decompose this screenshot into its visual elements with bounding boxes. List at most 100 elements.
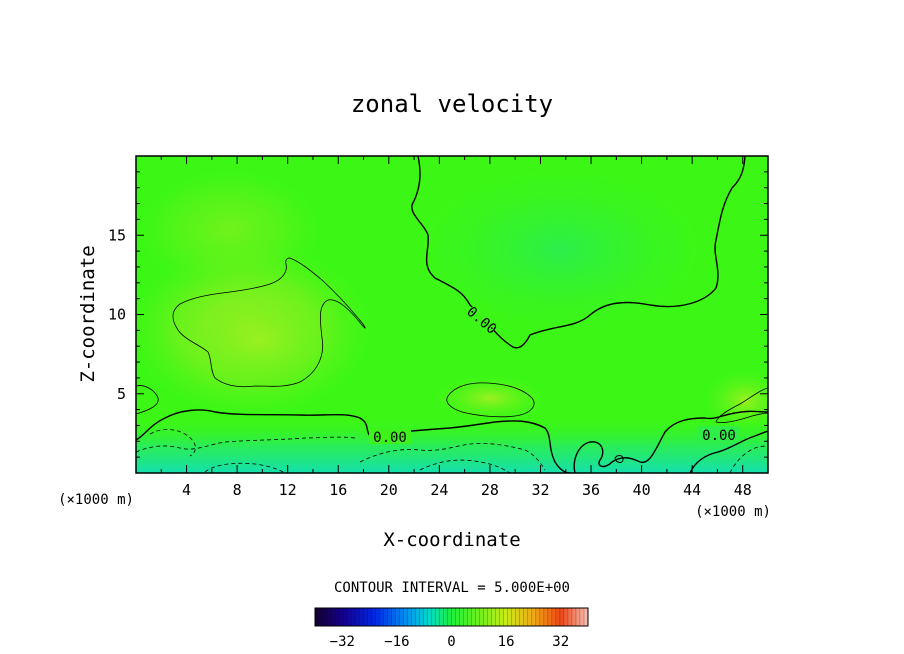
colorbar-cell [531, 608, 537, 626]
contour-negative-1 [136, 436, 356, 453]
contour-interval-text: CONTOUR INTERVAL = 5.000E+00 [334, 580, 570, 596]
colorbar-cell [339, 608, 344, 626]
x-tick-label: 28 [481, 481, 499, 499]
y-tick-label: 5 [117, 385, 126, 403]
colorbar-cell [363, 608, 368, 626]
colorbar-cell [467, 608, 472, 626]
contour-positive-mid [446, 382, 535, 418]
chart-title: zonal velocity [351, 90, 553, 118]
x-tick-label: 40 [633, 481, 651, 499]
colorbar-cell [487, 608, 493, 626]
contour-left-edge [136, 385, 159, 415]
zero-contour-upper [411, 156, 746, 349]
warm-region-right [705, 370, 768, 430]
contour-negative-6 [419, 459, 511, 473]
colorbar-cell [571, 608, 577, 626]
plot-area [136, 156, 768, 473]
cool-region-top [420, 170, 700, 330]
colorbar-cell [383, 608, 388, 626]
warm-region-left-core [200, 300, 320, 380]
contour-negative-4 [204, 462, 286, 473]
y-tick-label: 10 [108, 306, 126, 324]
colorbar-cell [431, 608, 436, 626]
colorbar-cell [471, 608, 476, 626]
axis-ticks [136, 156, 768, 473]
colorbar-cell [479, 608, 485, 626]
x-unit-left: (×1000 m) [58, 492, 134, 508]
colorbar-cell [319, 608, 324, 626]
colorbar-cell [415, 608, 420, 626]
colorbar-cell [335, 608, 340, 626]
colorbar-cell [371, 608, 376, 626]
colorbar-cell [375, 608, 380, 626]
colorbar-cell [391, 608, 396, 626]
colorbar-tick-label: −32 [330, 634, 355, 650]
x-axis-label: X-coordinate [383, 529, 520, 551]
colorbar-tick-labels: −32 −16 0 16 32 [330, 634, 569, 650]
colorbar-cell [491, 608, 497, 626]
colorbar-cell [535, 608, 541, 626]
x-tick-label: 36 [582, 481, 600, 499]
colorbar-cell [387, 608, 392, 626]
colorbar-cell [331, 608, 336, 626]
x-unit-right: (×1000 m) [695, 504, 771, 520]
colorbar-cell [427, 608, 432, 626]
colorbar-cell [527, 608, 533, 626]
zero-label-2: 0.00 [373, 430, 407, 446]
warm-region-mid [435, 376, 545, 420]
colorbar-cell [443, 608, 448, 626]
colorbar-cell [567, 608, 573, 626]
colorbar-cell [347, 608, 352, 626]
colorbar-cell [399, 608, 404, 626]
zero-contour-lower-right2 [689, 430, 768, 473]
colorbar-cell [583, 608, 589, 626]
colorbar-cell [355, 608, 360, 626]
colorbar-cell [575, 608, 581, 626]
x-tick-label: 44 [683, 481, 701, 499]
colorbar-cell [515, 608, 521, 626]
x-tick-label: 32 [531, 481, 549, 499]
colorbar-cell [463, 608, 468, 626]
colorbar-cell [547, 608, 553, 626]
colorbar-cell [367, 608, 372, 626]
contour-small-1 [614, 455, 624, 463]
y-tick-label: 15 [108, 226, 126, 244]
zero-contour-lower-right [573, 410, 768, 473]
x-tick-label: 16 [329, 481, 347, 499]
colorbar [314, 607, 589, 627]
colorbar-cell [351, 608, 356, 626]
contour-positive-right [715, 387, 768, 423]
colorbar-cell [315, 608, 320, 626]
x-tick-label: 4 [182, 481, 191, 499]
colorbar-cell [403, 608, 408, 626]
colorbar-cell [323, 608, 328, 626]
colorbar-cell [423, 608, 428, 626]
colorbar-cell [503, 608, 509, 626]
contour-negative-3 [359, 443, 546, 471]
colorbar-cell [499, 608, 505, 626]
colorbar-cell [419, 608, 424, 626]
contour-positive-left [172, 257, 366, 388]
colorbar-cell [523, 608, 529, 626]
colorbar-cell [483, 608, 489, 626]
colorbar-cell [411, 608, 416, 626]
colorbar-cell [459, 608, 464, 626]
x-tick-label: 8 [233, 481, 242, 499]
colorbar-cell [507, 608, 513, 626]
colorbar-cell [359, 608, 364, 626]
colorbar-cell [455, 608, 460, 626]
colorbar-cell [451, 608, 456, 626]
colorbar-cell [475, 608, 481, 626]
colorbar-cell [327, 608, 332, 626]
colorbar-cell [447, 608, 452, 626]
colorbar-cell [559, 608, 565, 626]
y-axis-label: Z-coordinate [77, 245, 99, 382]
colorbar-cell [511, 608, 517, 626]
colorbar-cell [539, 608, 545, 626]
zero-contour-labels: 0.00 0.00 0.00 [369, 297, 740, 446]
colorbar-cell [379, 608, 384, 626]
warm-region-topleft [140, 170, 320, 290]
colorbar-tick-label: 32 [552, 634, 569, 650]
